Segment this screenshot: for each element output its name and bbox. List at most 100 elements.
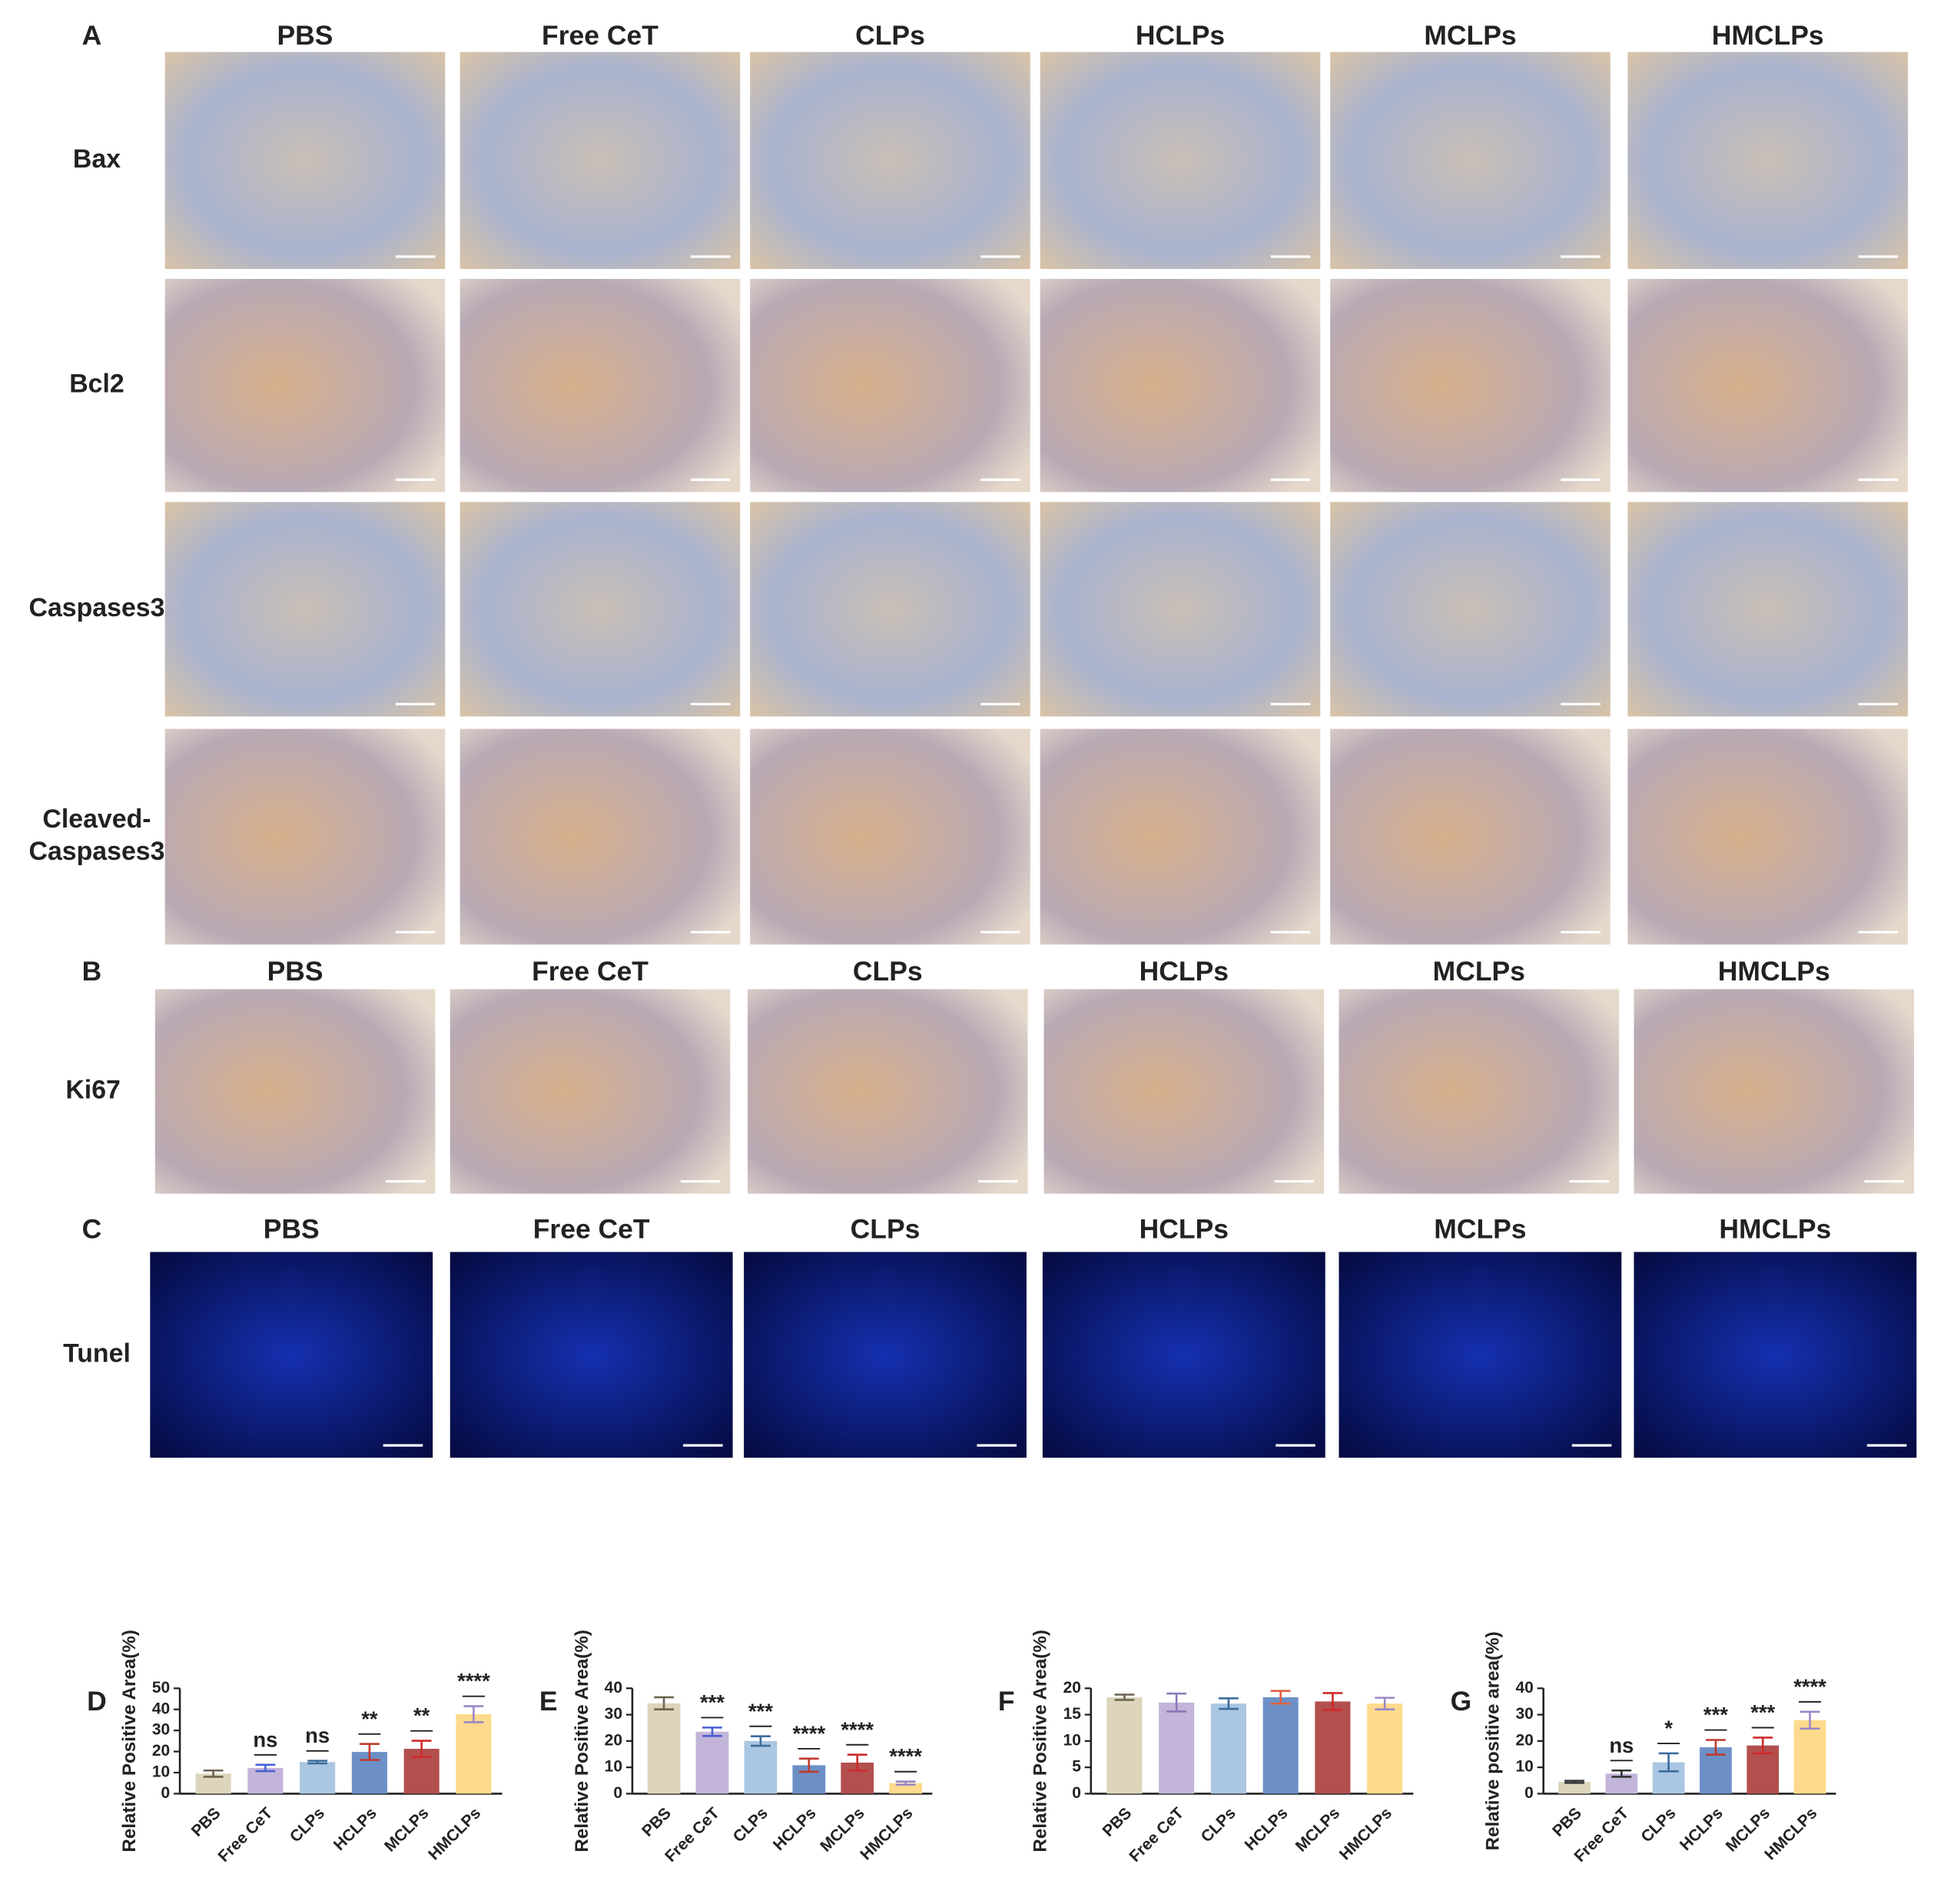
y-axis-label: Relative Positive Area(%) xyxy=(572,1630,592,1852)
significance-label: **** xyxy=(1793,1674,1826,1698)
x-tick-label: CLPs xyxy=(1198,1804,1239,1846)
bar xyxy=(1793,1720,1826,1794)
micrograph xyxy=(459,278,741,493)
micrograph xyxy=(744,1252,1027,1458)
bar xyxy=(1159,1702,1195,1794)
micrograph xyxy=(1043,989,1325,1194)
bar xyxy=(1262,1697,1299,1794)
column-header: Free CeT xyxy=(542,20,658,51)
micrograph xyxy=(164,502,446,717)
x-tick-label: CLPs xyxy=(730,1804,771,1846)
bar xyxy=(1367,1703,1403,1794)
error-bar xyxy=(1270,1690,1291,1705)
row-label: Ki67 xyxy=(65,1075,121,1104)
micrograph xyxy=(1040,728,1321,945)
micrograph xyxy=(1040,278,1321,493)
error-bar xyxy=(1706,1739,1726,1756)
y-tick-label: 15 xyxy=(1063,1705,1082,1723)
x-tick-label: HCLPs xyxy=(330,1804,380,1854)
micrograph xyxy=(1627,502,1908,717)
x-tick-label: MCLPs xyxy=(381,1804,433,1856)
bar xyxy=(1106,1697,1143,1794)
bar xyxy=(744,1740,778,1794)
micrograph xyxy=(1339,1252,1622,1458)
significance-label: *** xyxy=(1703,1703,1728,1727)
error-bar xyxy=(1375,1697,1395,1711)
bar xyxy=(1315,1701,1351,1794)
micrograph xyxy=(1040,51,1321,270)
micrograph xyxy=(750,728,1030,945)
significance-label: **** xyxy=(792,1721,825,1745)
column-header: Free CeT xyxy=(532,956,649,987)
x-tick-label: HCLPs xyxy=(770,1804,820,1854)
micrograph xyxy=(1040,502,1321,717)
column-header: MCLPs xyxy=(1434,1213,1526,1244)
significance-label: *** xyxy=(1750,1700,1775,1724)
micrograph xyxy=(164,278,446,493)
x-tick-label: HMCLPs xyxy=(1336,1804,1395,1863)
x-tick-label: PBS xyxy=(1549,1804,1585,1840)
x-tick-label: HCLPs xyxy=(1242,1804,1292,1854)
significance-label: ns xyxy=(305,1723,330,1747)
y-tick-label: 40 xyxy=(1515,1679,1533,1697)
row-label: Caspases3 xyxy=(29,837,165,866)
micrograph xyxy=(1627,51,1908,270)
error-bar xyxy=(1753,1736,1773,1755)
column-header: PBS xyxy=(267,956,323,987)
column-header: PBS xyxy=(277,20,333,51)
micrograph xyxy=(459,502,741,717)
bar xyxy=(647,1703,681,1794)
y-axis-label: Relative Positive Area(%) xyxy=(119,1630,140,1852)
micrograph xyxy=(449,1252,733,1458)
y-tick-label: 0 xyxy=(1524,1784,1534,1802)
row-label: Bax xyxy=(73,144,121,174)
y-axis-label: Relative Positive Area(%) xyxy=(1030,1630,1051,1852)
micrograph xyxy=(150,1252,433,1458)
column-header: HMCLPs xyxy=(1712,20,1824,51)
y-axis-label: Relative positive area(%) xyxy=(1483,1631,1504,1850)
error-bar xyxy=(255,1763,276,1773)
y-tick-label: 10 xyxy=(1515,1758,1533,1776)
error-bar xyxy=(847,1753,867,1772)
panel-letter: G xyxy=(1451,1686,1472,1717)
y-tick-label: 20 xyxy=(1063,1679,1081,1697)
micrograph xyxy=(1627,728,1908,945)
panel-letter: D xyxy=(87,1686,107,1717)
micrograph xyxy=(1627,278,1908,493)
row-label: Tunel xyxy=(63,1338,131,1368)
micrograph xyxy=(1634,989,1915,1194)
error-bar xyxy=(702,1727,722,1737)
x-tick-label: HCLPs xyxy=(1677,1804,1727,1854)
row-label: Caspases3 xyxy=(29,593,165,622)
x-tick-label: PBS xyxy=(639,1804,675,1840)
x-tick-label: Free CeT xyxy=(215,1804,277,1866)
error-bar xyxy=(307,1760,328,1765)
micrograph xyxy=(164,728,446,945)
y-tick-label: 30 xyxy=(605,1705,622,1723)
micrograph xyxy=(1634,1252,1917,1458)
micrograph xyxy=(1339,989,1620,1194)
y-tick-label: 20 xyxy=(605,1731,622,1749)
micrograph xyxy=(1042,1252,1325,1458)
micrograph xyxy=(1330,278,1611,493)
column-header: CLPs xyxy=(855,20,925,51)
y-tick-label: 10 xyxy=(605,1758,622,1776)
significance-label: ns xyxy=(1609,1733,1634,1757)
error-bar xyxy=(798,1757,819,1773)
significance-label: * xyxy=(1664,1717,1673,1740)
micrograph xyxy=(154,989,436,1194)
micrograph xyxy=(747,989,1028,1194)
column-header: HCLPs xyxy=(1136,20,1225,51)
error-bar xyxy=(654,1696,674,1711)
column-header: MCLPs xyxy=(1424,20,1516,51)
column-header: HMCLPs xyxy=(1718,956,1830,987)
panel-letter: B xyxy=(82,956,102,987)
y-tick-label: 10 xyxy=(152,1763,170,1781)
significance-label: **** xyxy=(457,1669,490,1693)
column-header: HCLPs xyxy=(1140,956,1229,987)
significance-label: ** xyxy=(413,1703,430,1727)
column-header: PBS xyxy=(264,1213,320,1244)
column-header: HCLPs xyxy=(1140,1213,1229,1244)
micrograph xyxy=(1330,51,1611,270)
